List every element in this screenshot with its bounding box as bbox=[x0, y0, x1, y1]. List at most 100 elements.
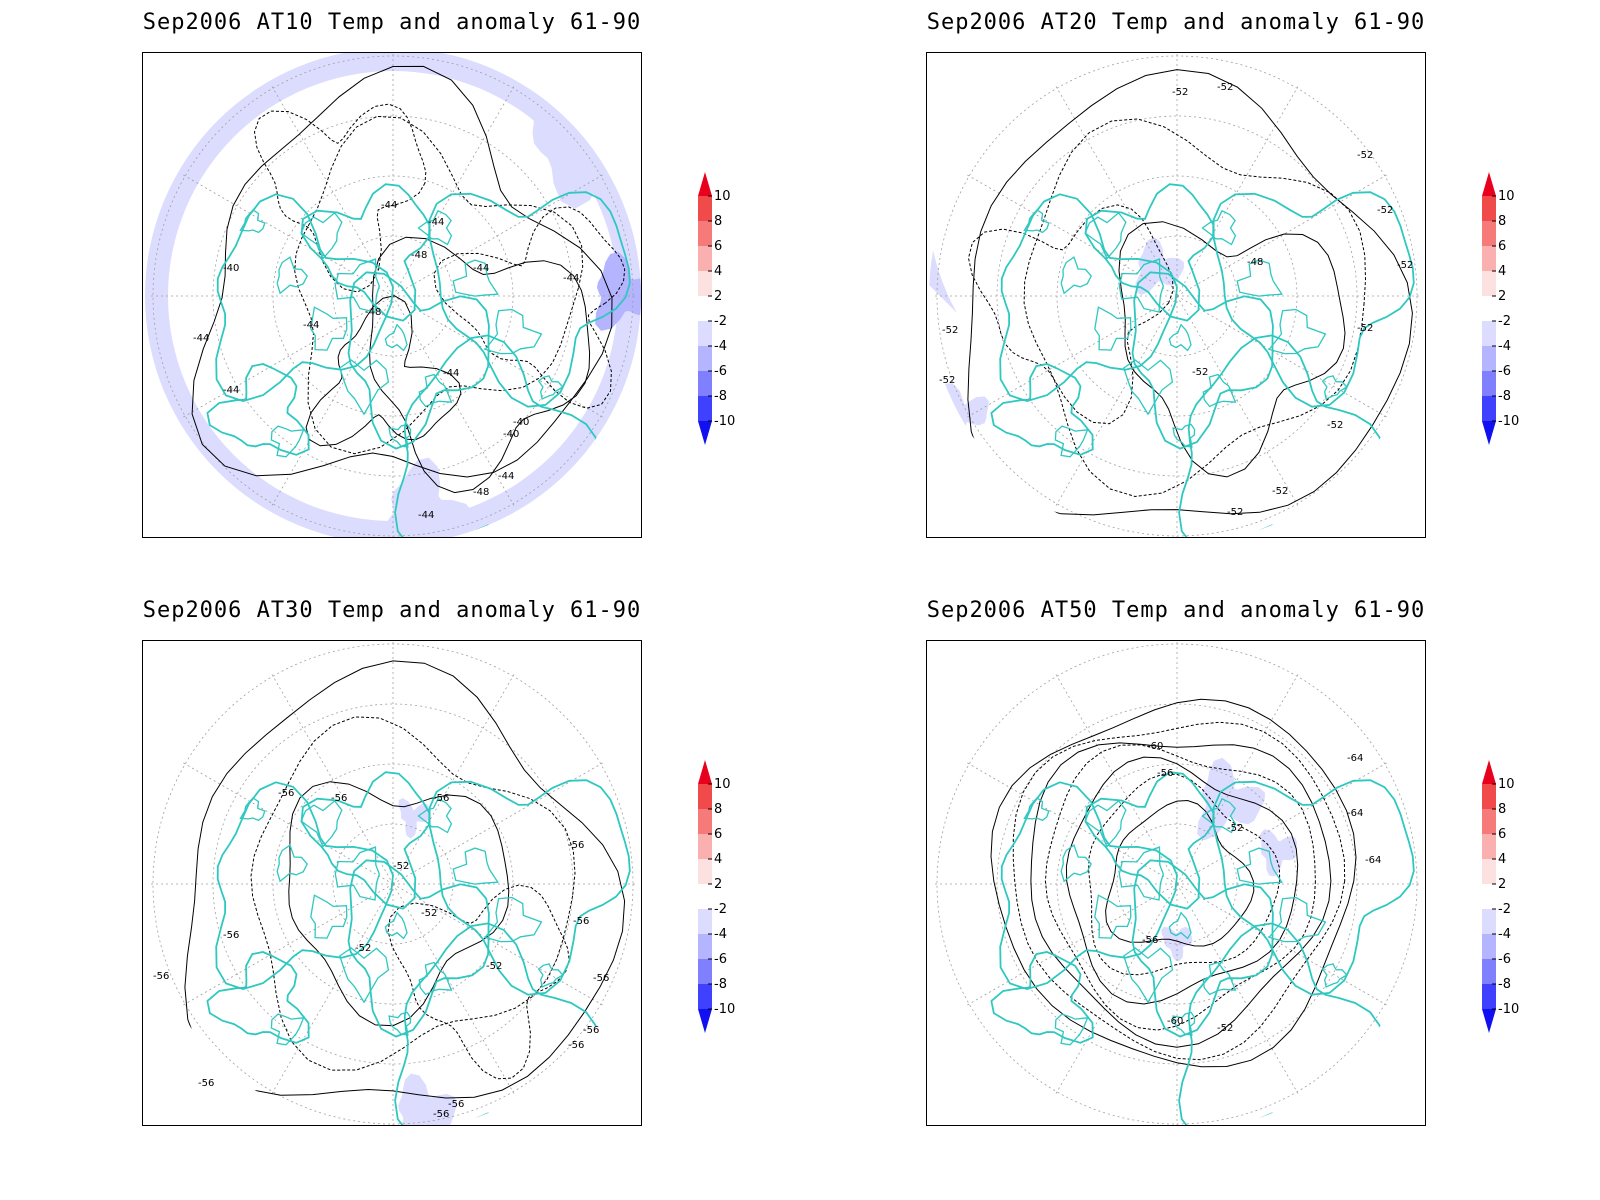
colorbar-arrow-down bbox=[1482, 421, 1496, 445]
colorbar: 10 8 6 4 2 -2 -4 -6 -8 -10 bbox=[698, 172, 735, 445]
polar-map: -52 -52 -52 -52 -52 -52 -48 -52 -52 -52 -52 -52 -52 bbox=[926, 52, 1426, 538]
colorbar: 10 8 6 4 2 -2 -4 -6 -8 -10 bbox=[1482, 172, 1519, 445]
meridian bbox=[1176, 295, 1300, 509]
colorbar-label: -10 bbox=[1498, 414, 1519, 429]
contour-label: -56 bbox=[1157, 768, 1173, 779]
colorbar-segment bbox=[1482, 346, 1496, 371]
map-content bbox=[929, 53, 1425, 537]
map-content bbox=[145, 53, 641, 537]
coastline bbox=[300, 183, 431, 322]
coastline bbox=[347, 271, 490, 450]
colorbar-label: 2 bbox=[1498, 877, 1506, 892]
meridian bbox=[1054, 295, 1178, 509]
border bbox=[334, 258, 380, 313]
contour-label: -64 bbox=[1347, 808, 1363, 819]
contour-label: -44 bbox=[193, 333, 209, 344]
coastline bbox=[300, 771, 431, 910]
contour-line bbox=[1118, 221, 1346, 478]
colorbar-label: -2 bbox=[714, 314, 727, 329]
contour-label: -52 bbox=[1227, 823, 1243, 834]
meridian bbox=[1176, 883, 1300, 1097]
colorbar-arrow-down bbox=[698, 1009, 712, 1033]
colorbar-label: 10 bbox=[714, 189, 731, 204]
border bbox=[384, 323, 408, 352]
colorbar-label: -4 bbox=[1498, 927, 1511, 942]
polar-map: -60 -56 -64 -52 -64 -64 -52 -56 -60 bbox=[926, 640, 1426, 1126]
contour-label: -52 bbox=[393, 861, 409, 872]
coastline bbox=[428, 191, 631, 408]
colorbar-label: -8 bbox=[1498, 977, 1511, 992]
contour-label: -52 bbox=[1172, 87, 1188, 98]
meridian bbox=[392, 83, 516, 297]
colorbar-segment bbox=[1482, 809, 1496, 834]
meridian bbox=[180, 173, 394, 297]
border bbox=[1321, 375, 1348, 400]
border bbox=[452, 847, 499, 885]
border bbox=[452, 259, 499, 297]
contour-label: -56 bbox=[448, 1099, 464, 1110]
panel-title: Sep2006 AT30 Temp and anomaly 61-90 bbox=[142, 598, 642, 623]
border bbox=[239, 209, 266, 234]
colorbar-segment bbox=[1482, 396, 1496, 421]
meridian bbox=[964, 295, 1178, 419]
border bbox=[1084, 211, 1127, 260]
contour-label: -52 bbox=[1227, 507, 1243, 518]
border bbox=[276, 844, 308, 883]
contour-label: -60 bbox=[1147, 741, 1163, 752]
colorbar-label: -6 bbox=[714, 952, 727, 967]
contour-label: -52 bbox=[942, 325, 958, 336]
panel-title: Sep2006 AT50 Temp and anomaly 61-90 bbox=[926, 598, 1426, 623]
contour-label: -56 bbox=[593, 973, 609, 984]
contour-label: -44 bbox=[473, 263, 489, 274]
contour-label: -52 bbox=[1397, 260, 1413, 271]
colorbar-label: -4 bbox=[714, 927, 727, 942]
contour-line bbox=[184, 660, 626, 1099]
border bbox=[1201, 797, 1237, 834]
contour-label: -44 bbox=[381, 200, 397, 211]
border bbox=[1060, 844, 1092, 883]
colorbar-segment bbox=[1482, 221, 1496, 246]
colorbar-label: 2 bbox=[714, 877, 722, 892]
contour-label: -48 bbox=[365, 307, 381, 318]
meridian bbox=[180, 295, 394, 419]
border bbox=[1172, 1011, 1196, 1036]
contour-label: -48 bbox=[1247, 257, 1263, 268]
contour-label: -56 bbox=[433, 1109, 449, 1120]
colorbar-label: -10 bbox=[1498, 1002, 1519, 1017]
border bbox=[537, 963, 564, 988]
border bbox=[537, 375, 564, 400]
colorbar-label: -2 bbox=[714, 902, 727, 917]
border bbox=[1268, 308, 1327, 355]
meridian bbox=[392, 671, 516, 885]
border bbox=[418, 373, 453, 408]
contour-label: -52 bbox=[1272, 486, 1288, 497]
coastline bbox=[1084, 771, 1215, 910]
colorbar-segment bbox=[698, 884, 712, 909]
polar-map-svg: -44-44-40-48-44-44-48-44-44-44-44-40-40-… bbox=[145, 53, 641, 537]
coastline bbox=[215, 781, 394, 991]
colorbar-segment bbox=[698, 934, 712, 959]
contour-label: -52 bbox=[1192, 367, 1208, 378]
colorbar-label: -8 bbox=[714, 389, 727, 404]
contour-label: -56 bbox=[1142, 935, 1158, 946]
contour-line bbox=[1088, 773, 1281, 976]
colorbar-label: -6 bbox=[1498, 952, 1511, 967]
colorbar-label: 4 bbox=[1498, 852, 1506, 867]
meridian bbox=[392, 761, 606, 885]
colorbar-segment bbox=[1482, 959, 1496, 984]
border bbox=[276, 256, 308, 295]
border bbox=[1236, 259, 1283, 297]
coastline bbox=[347, 859, 490, 1038]
colorbar-segment bbox=[698, 859, 712, 884]
coastline bbox=[1131, 271, 1274, 450]
contour-line bbox=[387, 884, 570, 1080]
colorbar-segment bbox=[1482, 859, 1496, 884]
colorbar-segment bbox=[1482, 246, 1496, 271]
border bbox=[417, 209, 453, 246]
meridian bbox=[964, 761, 1178, 885]
coastline bbox=[1212, 191, 1415, 408]
border bbox=[1023, 797, 1050, 822]
meridian bbox=[270, 883, 394, 1097]
map-panel-at10: Sep2006 AT10 Temp and anomaly 61-90 -44-… bbox=[142, 0, 922, 590]
meridian bbox=[392, 883, 606, 1007]
